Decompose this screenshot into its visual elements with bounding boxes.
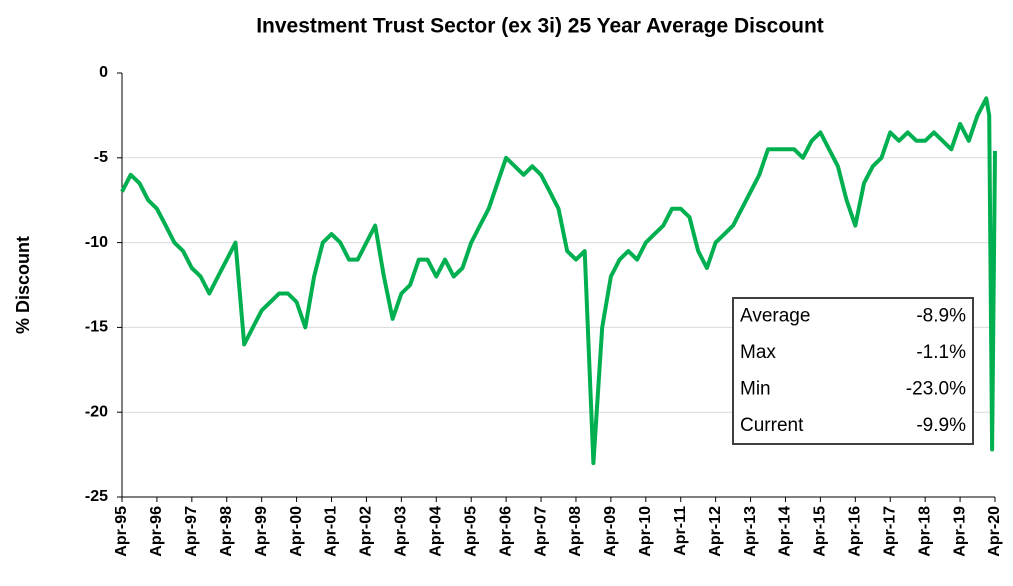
x-tick-label: Apr-16 — [847, 506, 864, 557]
x-tick-label: Apr-19 — [951, 506, 968, 557]
stats-value: -1.1% — [916, 342, 966, 363]
x-tick-label: Apr-11 — [672, 506, 689, 556]
y-tick-label: -10 — [85, 234, 108, 251]
stats-value: -9.9% — [916, 415, 966, 436]
x-tick-label: Apr-15 — [812, 506, 829, 557]
data-line — [120, 96, 997, 466]
x-tick-label: Apr-02 — [358, 506, 375, 557]
x-tick-label: Apr-14 — [777, 506, 794, 557]
x-tick-label: Apr-08 — [567, 506, 584, 557]
y-tick-label: -5 — [94, 149, 108, 166]
x-tick-label: Apr-05 — [462, 506, 479, 557]
stats-label: Current — [740, 415, 804, 436]
x-tick-label: Apr-03 — [393, 506, 410, 557]
x-tick-label: Apr-09 — [602, 506, 619, 557]
stats-label: Max — [740, 342, 776, 363]
x-tick-label: Apr-12 — [707, 506, 724, 557]
stats-label: Average — [740, 305, 810, 326]
chart-title: Investment Trust Sector (ex 3i) 25 Year … — [256, 15, 824, 38]
stats-value: -8.9% — [916, 305, 966, 326]
stats-box — [732, 297, 974, 445]
x-tick-label: Apr-01 — [323, 506, 340, 557]
stats-value: -23.0% — [906, 378, 966, 399]
x-tick-label: Apr-20 — [986, 506, 1003, 557]
x-tick-label: Apr-06 — [497, 506, 514, 557]
x-tick-label: Apr-17 — [881, 506, 898, 557]
y-axis-label: % Discount — [13, 236, 33, 334]
x-tick-label: Apr-13 — [742, 506, 759, 557]
y-tick-label: 0 — [99, 64, 108, 81]
x-tick-label: Apr-18 — [916, 506, 933, 557]
x-tick-label: Apr-99 — [253, 506, 270, 557]
x-tick-label: Apr-98 — [218, 506, 235, 557]
x-tick-label: Apr-97 — [183, 506, 200, 557]
x-tick-label: Apr-10 — [637, 506, 654, 557]
stats-label: Min — [740, 378, 771, 399]
x-tick-label: Apr-95 — [113, 506, 130, 557]
x-tick-label: Apr-96 — [148, 506, 165, 557]
x-tick-label: Apr-07 — [532, 506, 549, 557]
y-tick-label: -25 — [85, 488, 108, 505]
x-tick-label: Apr-00 — [288, 506, 305, 557]
x-tick-label: Apr-04 — [427, 506, 444, 557]
y-tick-label: -15 — [85, 319, 108, 336]
y-tick-label: -20 — [85, 403, 108, 420]
